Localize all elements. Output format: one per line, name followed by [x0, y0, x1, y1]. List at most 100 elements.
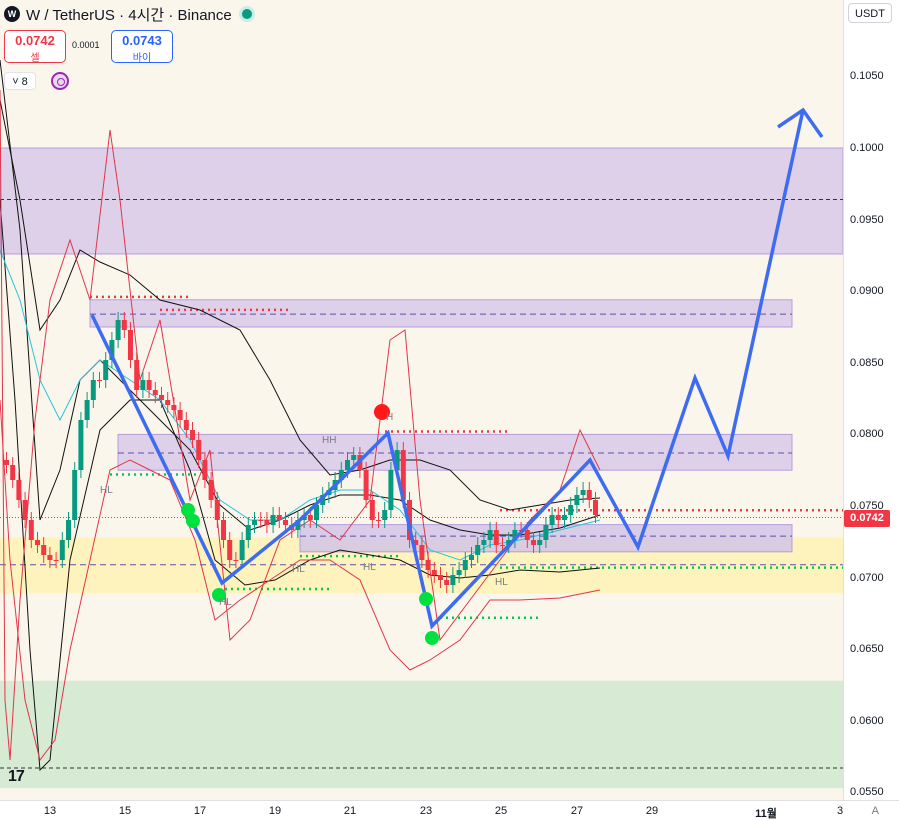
- candle: [555, 515, 561, 520]
- buy-button[interactable]: 0.0743 바이: [111, 30, 173, 64]
- candle: [97, 380, 102, 381]
- candle: [134, 360, 140, 390]
- tradingview-logo-icon[interactable]: 17: [8, 768, 25, 785]
- currency-selector[interactable]: USDT: [848, 3, 892, 23]
- price-axis[interactable]: 0.1050 0.1000 0.0950 0.0900 0.0850 0.0800 0.07…: [843, 0, 899, 800]
- demand-zone-green: [0, 680, 843, 789]
- candle: [227, 540, 233, 560]
- candle: [549, 515, 555, 525]
- candle: [394, 450, 400, 470]
- candle: [462, 560, 468, 570]
- candle: [146, 380, 152, 390]
- candle: [438, 575, 443, 580]
- price-tick: 0.0950: [850, 213, 884, 226]
- candle: [531, 540, 536, 545]
- candle: [400, 450, 406, 500]
- price-tick: 0.0650: [850, 643, 884, 656]
- candle: [481, 540, 487, 545]
- candle: [345, 460, 350, 470]
- candle: [487, 530, 493, 540]
- candle: [140, 380, 146, 390]
- time-tick: 29: [645, 805, 659, 817]
- candle: [283, 520, 288, 525]
- candle: [183, 420, 189, 430]
- candle: [276, 515, 282, 520]
- candle: [208, 480, 214, 500]
- candle: [47, 555, 53, 560]
- time-axis[interactable]: A 13 15 17 19 21 23 25 27 29 11월 3: [0, 800, 899, 821]
- candle: [128, 330, 133, 360]
- swing-label: HL: [292, 564, 305, 575]
- refresh-icon[interactable]: [51, 72, 69, 90]
- time-tick: 23: [419, 805, 433, 817]
- candle: [475, 545, 481, 555]
- candle: [580, 490, 586, 495]
- candle: [10, 465, 16, 480]
- candle: [338, 470, 344, 480]
- symbol-logo-icon: W: [4, 6, 20, 22]
- market-status-icon: [241, 9, 252, 19]
- projection-arrowhead-icon: [777, 107, 824, 139]
- price-tick: 0.0900: [850, 285, 884, 298]
- pivot-high-icon: [374, 404, 390, 420]
- price-tick: 0.0850: [850, 356, 884, 369]
- chart-plot-area[interactable]: HL HH H HL HL HL HL: [0, 0, 843, 800]
- candle: [78, 420, 84, 470]
- time-tick: 13: [43, 805, 57, 817]
- price-tick: 0.0600: [850, 714, 884, 727]
- candle: [270, 515, 276, 525]
- sell-price: 0.0742: [15, 33, 55, 48]
- candle: [493, 530, 499, 545]
- sell-button[interactable]: 0.0742 셀: [4, 30, 66, 64]
- pivot-low-icon-0: [181, 503, 195, 517]
- candle: [59, 540, 65, 560]
- candle: [382, 510, 388, 520]
- price-tick: 0.0750: [850, 500, 884, 512]
- candle: [72, 470, 78, 520]
- candle: [221, 520, 226, 540]
- candle: [574, 495, 580, 505]
- candle: [264, 520, 270, 525]
- time-tick: 27: [570, 805, 584, 817]
- supply-zone-lower: [117, 433, 793, 471]
- candle: [258, 520, 264, 521]
- candle: [115, 320, 121, 340]
- price-tick: 0.0800: [850, 428, 884, 441]
- price-tick: 0.1000: [850, 142, 884, 154]
- swing-label: H: [386, 412, 393, 423]
- candle: [363, 470, 369, 500]
- candle: [562, 515, 567, 520]
- indicator-toggle-button[interactable]: ˅ 8: [4, 72, 36, 90]
- auto-scale-button[interactable]: A: [871, 805, 879, 817]
- time-tick: 11월: [755, 808, 777, 820]
- pivot-low-icon-1: [186, 514, 200, 528]
- candle: [121, 320, 127, 330]
- price-tick: 0.0700: [850, 571, 884, 584]
- candle: [28, 520, 34, 540]
- candle: [22, 500, 28, 520]
- candle: [425, 560, 431, 570]
- candle: [252, 520, 257, 525]
- candle: [444, 580, 450, 585]
- candle: [450, 575, 456, 585]
- candle: [190, 430, 195, 440]
- time-tick: 3: [836, 805, 844, 817]
- pivot-low-icon-3: [419, 592, 433, 606]
- candle: [295, 520, 301, 530]
- buy-price: 0.0743: [122, 33, 162, 48]
- envelope-lower: [0, 399, 601, 762]
- swing-label: HL: [100, 485, 113, 496]
- projection-path: [90, 109, 805, 630]
- candle: [388, 470, 394, 510]
- candle: [506, 540, 512, 545]
- candle: [152, 390, 158, 395]
- candle: [165, 400, 171, 405]
- candle: [233, 560, 239, 561]
- candle: [543, 525, 549, 540]
- candle: [456, 570, 462, 575]
- candle: [103, 360, 109, 380]
- symbol-title[interactable]: W / TetherUS · 4시간 · Binance: [26, 6, 232, 24]
- candle: [90, 380, 96, 400]
